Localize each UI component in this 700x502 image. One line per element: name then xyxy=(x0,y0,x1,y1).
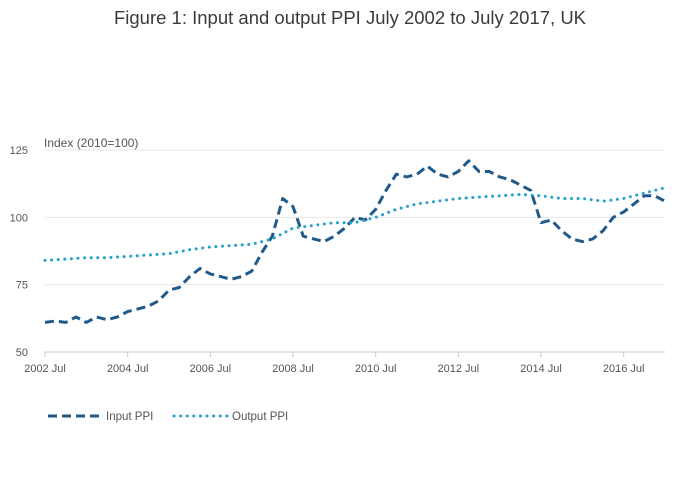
x-tick-label: 2012 Jul xyxy=(438,363,480,375)
x-tick-label: 2006 Jul xyxy=(190,363,232,375)
x-tick-label: 2004 Jul xyxy=(107,363,149,375)
grid-lines xyxy=(45,149,665,286)
x-axis-ticks: 2002 Jul 2004 Jul 2006 Jul 2008 Jul 2010 Jul… xyxy=(24,352,644,375)
y-tick-label: 75 xyxy=(16,280,28,292)
series-lines xyxy=(43,159,667,324)
y-tick-label: 125 xyxy=(10,145,28,157)
x-tick-label: 2014 Jul xyxy=(520,363,562,375)
legend: Input PPI Output PPI xyxy=(48,411,288,423)
y-tick-label: 50 xyxy=(16,347,28,359)
x-tick-label: 2002 Jul xyxy=(24,363,66,375)
x-tick-label: 2016 Jul xyxy=(603,363,645,375)
series-line-output-ppi xyxy=(43,186,667,262)
y-axis-ticks: 50 75 100 125 xyxy=(10,145,28,359)
legend-label: Output PPI xyxy=(232,411,288,423)
series-line-input-ppi xyxy=(44,159,666,324)
chart-title: Figure 1: Input and output PPI July 2002… xyxy=(113,7,587,28)
y-axis-label: Index (2010=100) xyxy=(44,136,138,150)
x-tick-label: 2008 Jul xyxy=(272,363,314,375)
x-tick-label: 2010 Jul xyxy=(355,363,397,375)
legend-label: Input PPI xyxy=(106,411,153,423)
y-tick-label: 100 xyxy=(10,212,28,224)
